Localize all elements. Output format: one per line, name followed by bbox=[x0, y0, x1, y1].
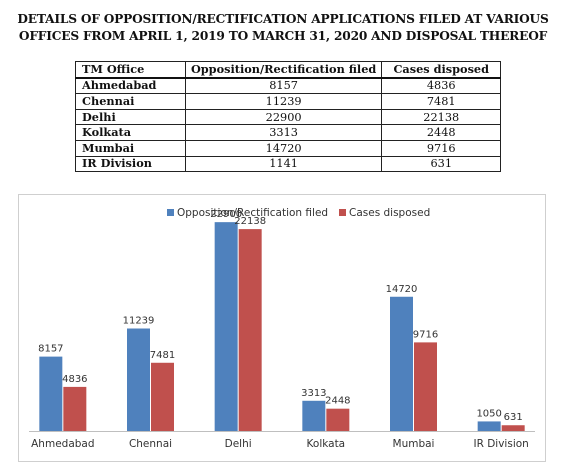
table-cell-disposed: 631 bbox=[381, 155, 501, 173]
page-title: DETAILS OF OPPOSITION/RECTIFICATION APPL… bbox=[0, 11, 566, 45]
x-tick-label: Mumbai bbox=[393, 438, 435, 450]
data-label: 3313 bbox=[301, 388, 326, 399]
table-row: Mumbai 14720 9716 bbox=[75, 139, 501, 157]
table-header-filed: Opposition/Rectification filed bbox=[184, 60, 383, 79]
x-tick-label: Delhi bbox=[225, 438, 252, 450]
data-label: 4836 bbox=[62, 374, 87, 385]
data-label: 22900 bbox=[210, 209, 242, 220]
legend-label: Opposition/Rectification filed bbox=[177, 207, 328, 219]
legend-swatch bbox=[167, 209, 174, 216]
bar bbox=[151, 362, 174, 431]
table-cell-filed: 14720 bbox=[184, 139, 383, 157]
table-cell-disposed: 9716 bbox=[381, 139, 501, 157]
table-row: Kolkata 3313 2448 bbox=[75, 124, 501, 141]
bar bbox=[238, 229, 262, 431]
bar bbox=[414, 342, 437, 431]
x-tick-label: Kolkata bbox=[307, 438, 346, 450]
bar bbox=[477, 421, 501, 431]
table-cell-filed: 3313 bbox=[184, 124, 383, 141]
data-label: 22138 bbox=[234, 216, 266, 227]
table-cell-disposed: 2448 bbox=[381, 124, 501, 141]
table-row: Chennai 11239 7481 bbox=[75, 93, 501, 110]
table-cell-filed: 11239 bbox=[184, 93, 383, 110]
table-header-office: TM Office bbox=[75, 60, 186, 79]
bar bbox=[302, 400, 326, 431]
legend-label: Cases disposed bbox=[349, 207, 430, 219]
data-label: 631 bbox=[504, 412, 523, 423]
x-tick-label: Chennai bbox=[129, 438, 172, 450]
bar-chart: Opposition/Rectification filed Cases disp… bbox=[29, 207, 535, 450]
x-tick-label: Ahmedabad bbox=[31, 438, 94, 450]
table-cell-disposed: 4836 bbox=[381, 77, 501, 95]
x-tick-label: IR Division bbox=[473, 438, 528, 450]
table-cell-office: Kolkata bbox=[75, 124, 186, 141]
data-label: 2448 bbox=[325, 396, 350, 407]
bar bbox=[501, 425, 525, 431]
table-cell-filed: 1141 bbox=[184, 155, 383, 173]
table-row: Delhi 22900 22138 bbox=[75, 108, 501, 126]
table-cell-filed: 22900 bbox=[184, 108, 383, 126]
table-cell-filed: 8157 bbox=[184, 77, 383, 95]
title-line-1: DETAILS OF OPPOSITION/RECTIFICATION APPL… bbox=[17, 12, 549, 26]
bar bbox=[63, 386, 87, 431]
table-cell-office: Ahmedabad bbox=[75, 77, 186, 95]
chart-frame: Opposition/Rectification filed Cases disp… bbox=[18, 194, 546, 462]
table-row: IR Division 1141 631 bbox=[75, 155, 501, 173]
bar bbox=[390, 296, 413, 431]
table-header-row: TM Office Opposition/Rectification filed… bbox=[75, 60, 501, 79]
title-line-2: OFFICES FROM APRIL 1, 2019 TO MARCH 31, … bbox=[18, 29, 548, 43]
table-cell-office: IR Division bbox=[75, 155, 186, 173]
data-label: 14720 bbox=[386, 284, 418, 295]
data-label: 8157 bbox=[38, 344, 63, 355]
table-cell-disposed: 7481 bbox=[381, 93, 501, 110]
legend-swatch bbox=[339, 209, 346, 216]
data-label: 9716 bbox=[413, 329, 438, 340]
data-label: 11239 bbox=[123, 316, 155, 327]
bar bbox=[127, 328, 150, 431]
table-header-disposed: Cases disposed bbox=[381, 60, 501, 79]
data-label: 1050 bbox=[476, 408, 501, 419]
data-table: TM Office Opposition/Rectification filed… bbox=[75, 60, 501, 173]
table-cell-disposed: 22138 bbox=[381, 108, 501, 126]
bar bbox=[39, 356, 63, 431]
bar bbox=[214, 222, 238, 431]
bar bbox=[326, 408, 350, 431]
table-cell-office: Mumbai bbox=[75, 139, 186, 157]
table-row: Ahmedabad 8157 4836 bbox=[75, 77, 501, 95]
table-cell-office: Delhi bbox=[75, 108, 186, 126]
table-cell-office: Chennai bbox=[75, 93, 186, 110]
data-label: 7481 bbox=[150, 350, 175, 361]
